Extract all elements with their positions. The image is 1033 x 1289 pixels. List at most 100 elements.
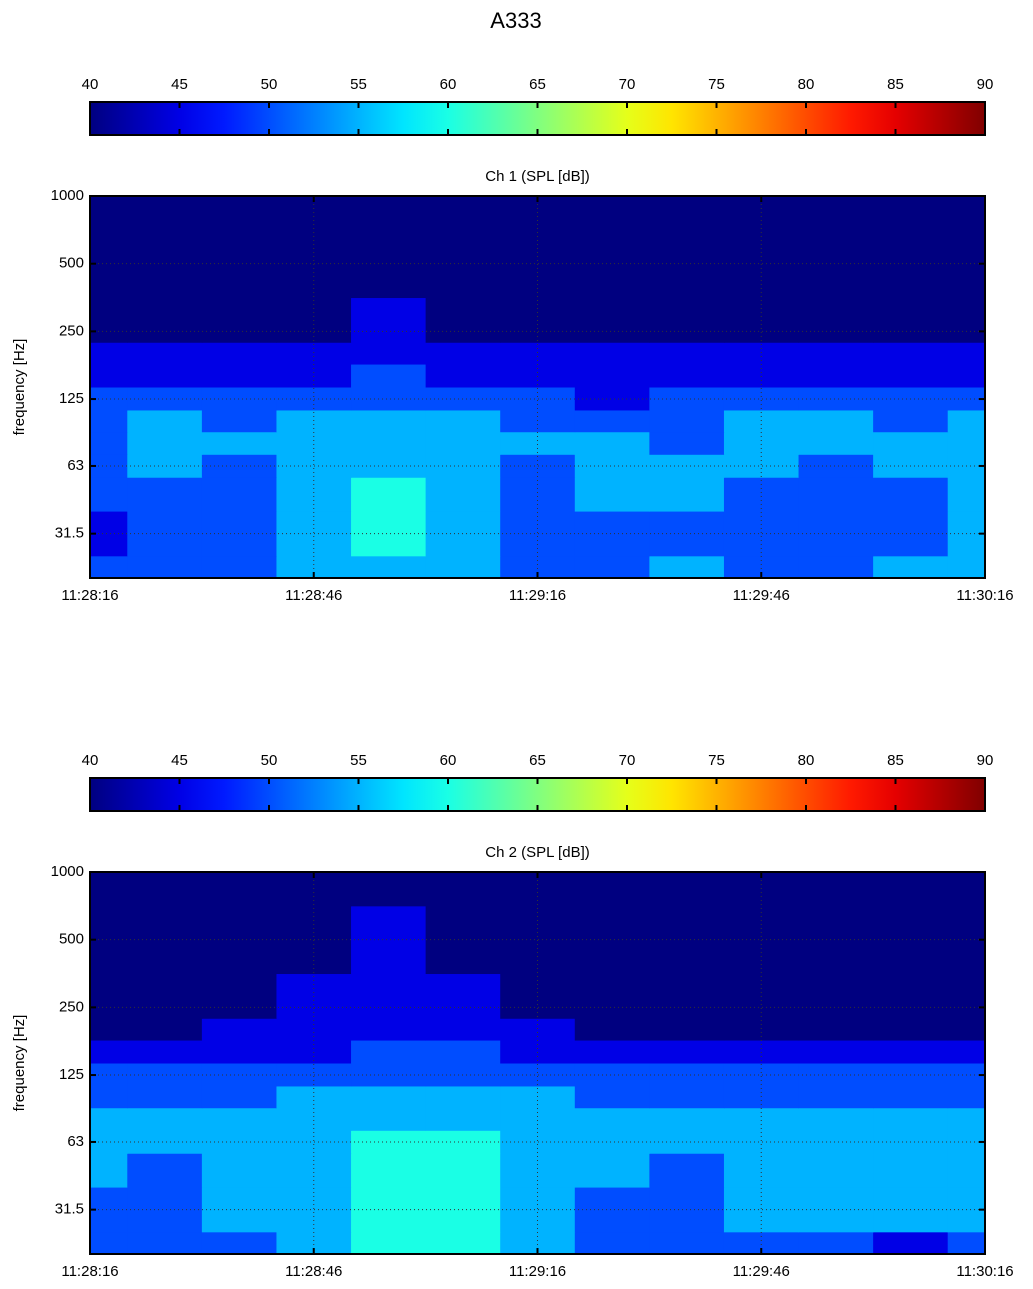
- heatmap-cell: [426, 1187, 501, 1232]
- heatmap-cell: [575, 1108, 650, 1131]
- heatmap-cell: [500, 342, 575, 364]
- heatmap-cell: [873, 872, 948, 906]
- colorbar-tick-label: 40: [82, 752, 99, 769]
- heatmap-cell: [127, 1040, 202, 1063]
- heatmap-cell: [948, 364, 986, 387]
- heatmap-cell: [127, 872, 202, 906]
- x-tick-label: 11:30:16: [956, 587, 1013, 604]
- heatmap-cell: [90, 477, 128, 511]
- heatmap-cell: [127, 432, 202, 455]
- heatmap-cell: [127, 974, 202, 1019]
- heatmap-cell: [724, 1153, 799, 1187]
- heatmap-cell: [127, 556, 202, 579]
- heatmap-cell: [948, 1108, 986, 1131]
- heatmap-cell: [873, 477, 948, 511]
- heatmap-cell: [276, 342, 351, 364]
- x-tick-label: 11:29:16: [509, 1263, 566, 1280]
- heatmap-cell: [426, 387, 501, 410]
- heatmap-cell: [724, 511, 799, 556]
- heatmap-cell: [799, 974, 874, 1019]
- heatmap-cell: [202, 387, 277, 410]
- heatmap-cell: [649, 1086, 724, 1108]
- heatmap-cell: [426, 454, 501, 477]
- heatmap-cell: [276, 1018, 351, 1040]
- heatmap-cell: [500, 432, 575, 455]
- heatmap-cell: [90, 974, 128, 1019]
- heatmap-cell: [575, 342, 650, 364]
- heatmap-cell: [575, 974, 650, 1019]
- heatmap-cell: [575, 1040, 650, 1063]
- heatmap-cell: [202, 230, 277, 298]
- x-tick-label: 11:28:46: [285, 1263, 342, 1280]
- heatmap-cell: [948, 410, 986, 432]
- heatmap-cell: [127, 1232, 202, 1255]
- heatmap-cell: [351, 1108, 426, 1131]
- heatmap-cell: [575, 1232, 650, 1255]
- colorbar-tick-label: 90: [977, 752, 994, 769]
- heatmap-cell: [724, 387, 799, 410]
- heatmap-cell: [799, 1086, 874, 1108]
- heatmap-cell: [127, 1153, 202, 1187]
- heatmap-cell: [799, 298, 874, 343]
- heatmap-cell: [351, 432, 426, 455]
- heatmap-cell: [724, 1063, 799, 1086]
- heatmap-cell: [649, 342, 724, 364]
- heatmap-cell: [799, 1153, 874, 1187]
- heatmap-cell: [799, 1232, 874, 1255]
- heatmap-cell: [202, 196, 277, 230]
- heatmap-cell: [575, 196, 650, 230]
- heatmap-cell: [90, 410, 128, 432]
- heatmap-cell: [351, 1018, 426, 1040]
- heatmap-cell: [799, 556, 874, 579]
- heatmap-cell: [202, 1108, 277, 1131]
- heatmap-cell: [127, 410, 202, 432]
- heatmap-cell: [90, 1086, 128, 1108]
- heatmap-cell: [649, 298, 724, 343]
- heatmap-cell: [799, 342, 874, 364]
- heatmap-cell: [202, 974, 277, 1019]
- heatmap-cell: [426, 974, 501, 1019]
- colorbar-tick-label: 45: [171, 752, 188, 769]
- heatmap-cell: [426, 230, 501, 298]
- heatmap-cell: [649, 1108, 724, 1131]
- heatmap-cell: [351, 1086, 426, 1108]
- heatmap-cell: [724, 1018, 799, 1040]
- heatmap-cell: [426, 556, 501, 579]
- heatmap-cell: [724, 1130, 799, 1153]
- heatmap-cell: [90, 1232, 128, 1255]
- heatmap-cell: [202, 342, 277, 364]
- heatmap-cell: [202, 432, 277, 455]
- heatmap-cell: [873, 364, 948, 387]
- x-tick-label: 11:28:16: [61, 587, 118, 604]
- heatmap-cell: [202, 1040, 277, 1063]
- heatmap-cell: [575, 364, 650, 387]
- colorbar-tick-label: 50: [261, 752, 278, 769]
- heatmap-cell: [575, 1153, 650, 1187]
- heatmap-cell: [351, 1153, 426, 1187]
- heatmap-cell: [276, 1153, 351, 1187]
- heatmap-cell: [799, 1018, 874, 1040]
- heatmap-cell: [426, 1063, 501, 1086]
- heatmap-cell: [649, 410, 724, 432]
- heatmap-cell: [202, 1187, 277, 1232]
- heatmap-cell: [724, 342, 799, 364]
- heatmap-cell: [799, 477, 874, 511]
- heatmap-cell: [127, 364, 202, 387]
- y-axis-label: frequency [Hz]: [11, 1015, 28, 1112]
- y-tick-label: 63: [67, 1133, 84, 1150]
- x-tick-label: 11:29:46: [733, 1263, 790, 1280]
- heatmap-cell: [202, 1086, 277, 1108]
- figure-title: A333: [490, 8, 541, 33]
- heatmap-cell: [500, 1153, 575, 1187]
- heatmap-cell: [873, 1232, 948, 1255]
- heatmap-cell: [202, 1018, 277, 1040]
- heatmap-cell: [873, 196, 948, 230]
- heatmap-cell: [426, 477, 501, 511]
- y-tick-label: 1000: [51, 187, 84, 204]
- heatmap-cell: [649, 556, 724, 579]
- heatmap-cell: [873, 974, 948, 1019]
- heatmap-cell: [575, 410, 650, 432]
- heatmap-cell: [799, 432, 874, 455]
- heatmap-cell: [202, 410, 277, 432]
- colorbar-tick-label: 55: [350, 76, 367, 93]
